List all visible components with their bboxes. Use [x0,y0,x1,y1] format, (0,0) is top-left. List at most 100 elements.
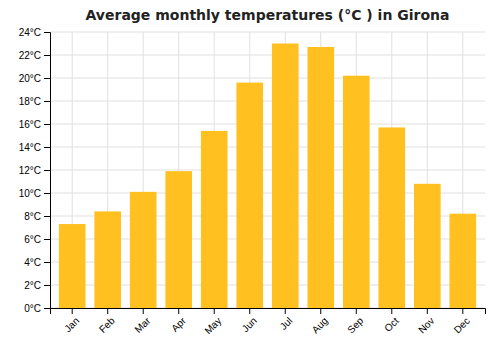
tick-label: 16°C [19,119,41,130]
tick: 18°C [19,96,50,107]
grid-line [50,170,485,171]
tick: 16°C [19,119,50,130]
bar [272,44,299,309]
tick: Dec [452,308,472,335]
tick: Mar [132,308,152,335]
tick-label: 6°C [24,234,41,245]
grid-line [50,78,485,79]
tick-label: Dec [452,315,472,335]
tick-label: Jul [278,315,295,332]
tick-label: Jun [240,315,259,334]
tick: Jun [240,308,259,334]
tick-mark [44,78,50,79]
tick-mark [249,308,250,314]
tick-mark [320,308,321,314]
tick: Jul [278,308,295,332]
tick: Aug [310,308,330,335]
bar [130,192,157,308]
bar [94,211,121,308]
bar [59,224,86,308]
tick: Feb [97,308,117,335]
bar [165,171,192,308]
tick-mark [44,170,50,171]
tick: 0°C [24,303,50,314]
tick-label: Jan [62,315,81,334]
tick: 24°C [19,27,50,38]
tick-label: Apr [169,315,188,334]
grid [50,32,485,308]
plot: 0°C 2°C 4°C 6°C 8°C 10°C 12°C 14°C 16°C 18°C 20°C 2… [19,27,486,337]
tick-mark [44,239,50,240]
tick-label: 2°C [24,280,41,291]
tick: Oct [382,308,401,334]
tick-mark [44,308,50,309]
tick-mark [44,147,50,148]
tick-mark [44,32,50,33]
tick: 10°C [19,188,50,199]
tick: Apr [169,308,188,334]
tick-mark [285,308,286,314]
tick-mark [107,308,108,314]
grid-line [50,32,485,33]
x-axis: Jan Feb Mar Apr May Jun Jul Aug Sep Oct Nov Dec [51,308,486,336]
tick-label: Aug [310,315,330,335]
grid-line [50,55,485,56]
title: Average monthly temperatures (°C ) in Gi… [86,7,450,23]
tick: 22°C [19,50,50,61]
tick-mark [72,308,73,314]
tick-label: 24°C [19,27,41,38]
tick-label: 12°C [19,165,41,176]
bar [236,83,263,308]
tick: Jan [62,308,81,334]
bar [201,131,228,308]
tick-label: 4°C [24,257,41,268]
tick: Sep [345,308,366,335]
tick-mark [44,193,50,194]
tick-mark [143,308,144,314]
axis-line [44,33,51,309]
tick-mark [44,262,50,263]
tick-label: 8°C [24,211,41,222]
tick: 2°C [24,280,50,291]
tick-mark [462,308,463,314]
bar [307,47,334,308]
tick-mark [427,308,428,314]
grid-line [50,147,485,148]
bar [449,214,476,308]
bars [59,44,476,309]
tick: 12°C [19,165,50,176]
chart: 0°C 2°C 4°C 6°C 8°C 10°C 12°C 14°C 16°C 18°C 20°C 2… [0,0,500,350]
tick: 6°C [24,234,50,245]
tick: 20°C [19,73,50,84]
tick-mark [44,101,50,102]
tick-mark [44,55,50,56]
bar [343,76,370,308]
tick-mark [44,285,50,286]
tick-mark [178,308,179,314]
tick-mark [44,124,50,125]
tick-label: Nov [416,315,436,335]
tick-label: 14°C [19,142,41,153]
bar [378,127,405,308]
tick-mark [214,308,215,314]
tick: May [202,308,223,336]
tick-label: Feb [97,315,117,335]
tick-mark [356,308,357,314]
axis-line [51,309,486,315]
tick-label: Mar [132,315,152,335]
tick: 4°C [24,257,50,268]
tick-label: 22°C [19,50,41,61]
tick-mark [391,308,392,314]
y-axis: 0°C 2°C 4°C 6°C 8°C 10°C 12°C 14°C 16°C 18°C 20°C 2… [19,27,51,314]
tick-label: 10°C [19,188,41,199]
grid-line [50,124,485,125]
tick-label: May [202,315,223,336]
tick-label: Sep [345,315,366,336]
tick-label: 20°C [19,73,41,84]
tick-label: 0°C [24,303,41,314]
tick-label: Oct [382,315,401,334]
tick: 14°C [19,142,50,153]
tick-mark [44,216,50,217]
tick: 8°C [24,211,50,222]
grid-line [50,101,485,102]
